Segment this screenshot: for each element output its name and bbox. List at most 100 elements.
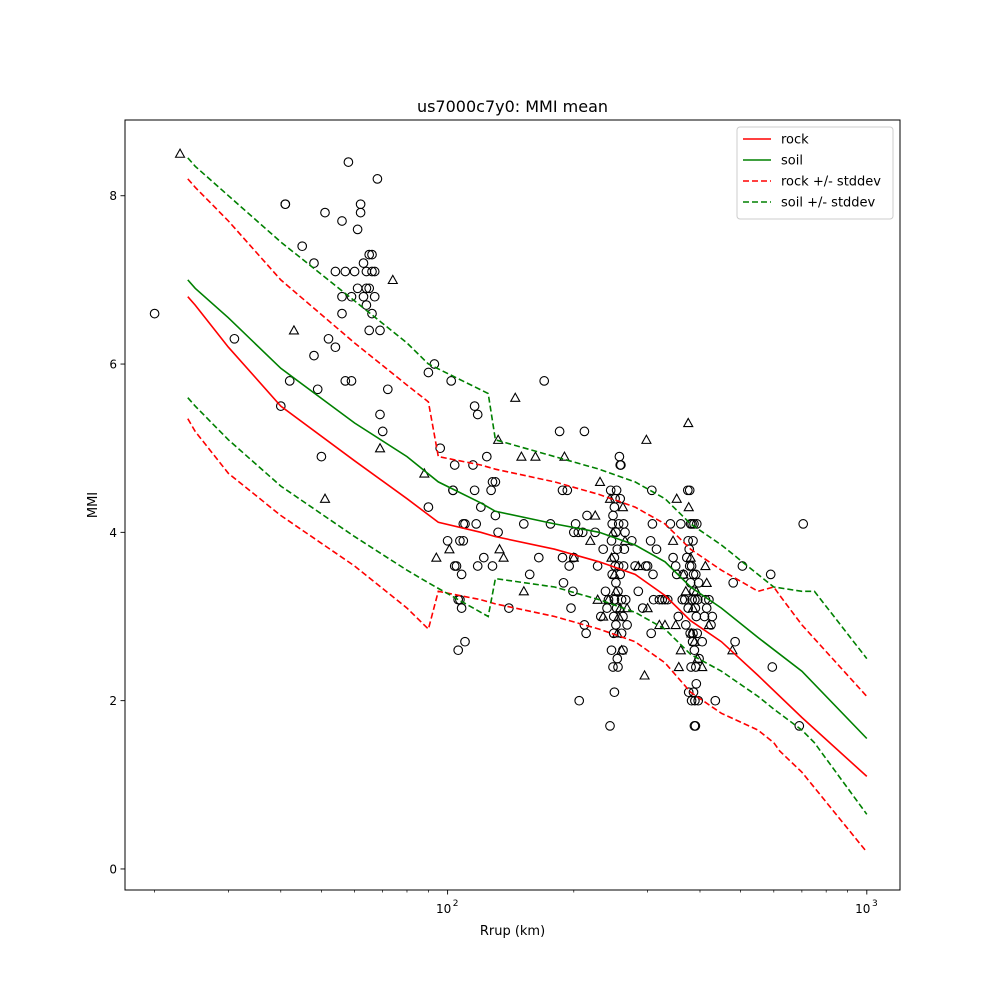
observation-circle <box>689 519 699 529</box>
y-tick-label: 0 <box>109 862 117 876</box>
observation-triangle <box>675 644 687 655</box>
observation-circle <box>460 636 470 647</box>
observation-triangle <box>498 551 510 562</box>
observation-circle <box>684 485 695 496</box>
y-tick-label: 2 <box>109 694 117 708</box>
observation-circle <box>609 687 620 698</box>
x-axis-label: Rrup (km) <box>480 924 545 939</box>
observation-circle <box>280 199 291 210</box>
observation-circle <box>358 291 369 302</box>
observation-circle <box>566 603 576 613</box>
observation-circle <box>730 636 740 647</box>
observation-circle <box>683 687 694 698</box>
observation-circle <box>690 695 700 706</box>
observation-circle <box>481 451 492 462</box>
observation-circle <box>312 384 323 395</box>
observation-circle <box>361 283 372 294</box>
observation-circle <box>377 426 388 437</box>
observation-circle <box>704 594 714 605</box>
x-tick-label: 10 <box>436 902 451 916</box>
observation-circle <box>582 510 592 521</box>
observation-circle <box>622 620 632 630</box>
observation-circle <box>364 325 375 336</box>
observation-circle <box>557 552 568 563</box>
observation-circle <box>382 384 393 395</box>
observation-circle <box>613 662 623 672</box>
observation-circle <box>518 519 529 529</box>
observation-circle <box>320 207 330 218</box>
observation-circle <box>697 636 708 647</box>
observation-circle <box>647 519 658 529</box>
observation-circle <box>284 376 295 386</box>
observation-circle <box>646 628 657 639</box>
observation-triangle <box>640 434 652 444</box>
observation-triangle <box>494 543 505 554</box>
observation-circle <box>767 662 778 672</box>
x-tick-label: 10 <box>855 902 870 916</box>
observation-circle <box>798 519 809 529</box>
observation-circle <box>423 367 434 378</box>
observation-circle <box>423 502 434 512</box>
observation-circle <box>633 586 644 597</box>
observation-circle <box>728 577 739 588</box>
observation-triangle <box>621 602 633 613</box>
observation-circle <box>533 552 544 563</box>
observation-triangle <box>608 568 620 579</box>
observation-triangle <box>607 526 619 537</box>
observation-circle <box>435 443 446 454</box>
observation-circle <box>673 611 684 622</box>
observation-circle <box>620 594 631 605</box>
observation-triangle <box>617 501 629 512</box>
series-line-5 <box>187 397 868 815</box>
observation-circle <box>449 460 460 470</box>
observation-triangle <box>692 652 704 663</box>
observation-triangle <box>683 501 695 512</box>
observation-triangle <box>492 434 504 444</box>
observation-circle <box>490 477 501 487</box>
observation-circle <box>323 333 334 344</box>
observation-circle <box>364 283 375 294</box>
observation-triangle <box>603 594 614 604</box>
observation-triangle <box>673 661 685 672</box>
observation-circle <box>367 266 377 277</box>
observation-circle <box>605 721 615 731</box>
observation-triangle <box>529 450 541 461</box>
observation-circle <box>358 258 369 268</box>
observation-triangle <box>701 577 713 587</box>
observation-circle <box>478 552 489 563</box>
observation-circle <box>689 645 700 656</box>
observation-circle <box>608 662 618 672</box>
legend: rock soil rock +/- stddev soil +/- stddev <box>736 126 894 220</box>
y-axis-label: MMI <box>86 492 101 518</box>
observation-circle <box>692 628 703 639</box>
observation-circle <box>487 561 498 571</box>
observation-circle <box>613 519 624 529</box>
observation-triangle <box>671 493 683 503</box>
observation-triangle <box>387 274 399 285</box>
y-tick-label: 6 <box>109 358 117 372</box>
series-line-4 <box>187 157 868 660</box>
observation-circle <box>451 561 462 571</box>
observation-circle <box>309 350 319 361</box>
chart-title: us7000c7y0: MMI mean <box>417 97 608 116</box>
observation-circle <box>352 224 363 235</box>
observation-triangle <box>689 636 700 646</box>
observation-circle <box>615 569 626 580</box>
observation-circle <box>630 561 640 571</box>
observation-triangle <box>667 535 679 545</box>
observation-circle <box>579 426 590 437</box>
observations-layer <box>149 148 809 731</box>
observation-circle <box>539 376 550 386</box>
observation-triangle <box>610 585 622 596</box>
observation-circle <box>651 544 662 555</box>
observation-triangle <box>515 450 527 461</box>
observation-triangle <box>443 543 455 554</box>
plot-frame <box>124 119 901 891</box>
observation-triangle <box>687 602 699 613</box>
observation-triangle <box>374 442 386 453</box>
observation-circle <box>349 266 360 277</box>
observation-circle <box>343 157 354 167</box>
observation-circle <box>690 721 701 731</box>
y-tick-label: 4 <box>109 526 117 540</box>
observation-triangle <box>594 476 606 487</box>
